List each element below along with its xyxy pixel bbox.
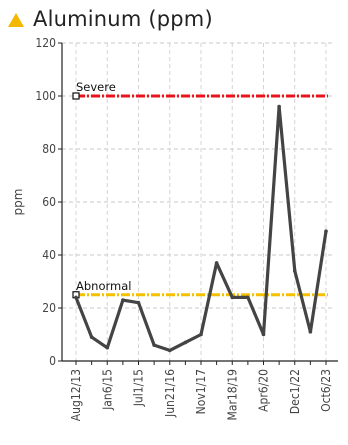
data-point: [105, 345, 110, 350]
x-tick-label: Jan6/15: [100, 369, 114, 411]
data-point: [308, 330, 313, 334]
y-tick-label: 60: [42, 195, 56, 209]
reference-label-severe: Severe: [76, 80, 116, 94]
data-point: [261, 332, 266, 337]
reference-lines: Severe Abnormal: [72, 80, 328, 299]
y-tick-label: 120: [35, 36, 56, 50]
data-point: [292, 269, 297, 273]
y-tick-label: 80: [42, 142, 56, 156]
x-tick-label: Aug12/13: [69, 369, 83, 421]
y-tick-label: 0: [49, 354, 56, 368]
data-series: [74, 104, 328, 353]
y-tick-label: 20: [42, 301, 56, 315]
data-point: [89, 335, 94, 339]
data-point: [230, 295, 235, 300]
y-axis-ticks: 0 20 40 60 80 100 120: [35, 36, 62, 368]
y-tick-label: 40: [42, 248, 56, 262]
x-tick-label: Oct6/23: [319, 369, 333, 412]
y-tick-label: 100: [35, 89, 56, 103]
reference-label-abnormal: Abnormal: [76, 279, 131, 293]
x-tick-label: Mar18/19: [225, 369, 239, 421]
data-point: [167, 348, 172, 353]
data-point: [136, 300, 141, 305]
chart-title-row: Aluminum (ppm): [8, 4, 213, 34]
warning-triangle-icon: [8, 13, 24, 27]
data-point: [152, 343, 156, 347]
data-point: [74, 295, 78, 300]
data-point: [277, 104, 281, 109]
data-point: [199, 332, 203, 337]
x-tick-label: Dec1/22: [288, 369, 302, 414]
reference-marker-severe: [72, 92, 80, 100]
x-tick-label: Jul1/15: [132, 369, 146, 407]
data-point: [214, 261, 219, 265]
data-point: [324, 229, 328, 233]
data-point: [183, 340, 188, 345]
x-axis-ticks: Aug12/13 Jan6/15 Jul1/15 Jun21/16 Nov1/17 Mar…: [69, 361, 333, 421]
data-point: [121, 298, 125, 302]
chart-title: Aluminum (ppm): [33, 7, 213, 31]
x-tick-label: Jun21/16: [163, 369, 177, 418]
y-axis-title: ppm: [11, 189, 25, 216]
x-tick-label: Nov1/17: [194, 369, 208, 414]
data-point: [246, 295, 250, 300]
x-tick-label: Apr6/20: [257, 369, 271, 412]
